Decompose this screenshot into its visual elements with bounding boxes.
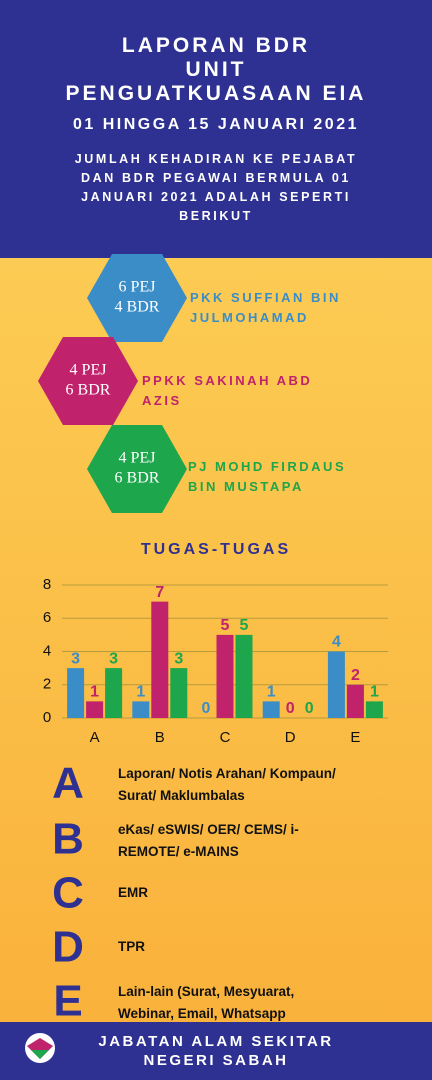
y-tick-label: 6 — [43, 609, 51, 626]
intro: BERIKUT — [179, 209, 253, 223]
header-band — [0, 0, 432, 258]
data-label: 3 — [174, 650, 183, 667]
legend-text: Lain-lain (Surat, Mesyuarat, — [118, 984, 295, 999]
data-label: 1 — [370, 684, 379, 701]
data-label: 5 — [240, 617, 249, 634]
legend-text: Webinar, Email, Whatsapp — [118, 1006, 286, 1021]
data-label: 3 — [109, 650, 118, 667]
legend-letter: A — [52, 759, 84, 808]
title: LAPORAN BDR — [121, 34, 311, 57]
chart-title: TUGAS-TUGAS — [141, 541, 291, 558]
bar — [105, 668, 123, 718]
data-label: 2 — [351, 667, 360, 684]
footer-text: NEGERI SABAH — [143, 1052, 289, 1069]
bar — [365, 701, 383, 718]
bar — [86, 701, 104, 718]
person-name: PJ MOHD FIRDAUS — [188, 459, 347, 474]
data-label: 3 — [71, 650, 80, 667]
bar — [151, 601, 169, 718]
footer-text: JABATAN ALAM SEKITAR — [98, 1033, 334, 1050]
y-tick-label: 8 — [43, 576, 51, 593]
hexagon — [87, 254, 187, 342]
person-name: PKK SUFFIAN BIN — [190, 290, 341, 305]
x-tick-label: B — [155, 729, 165, 746]
bar — [346, 684, 364, 718]
logo — [25, 1033, 55, 1063]
hexagon — [87, 425, 187, 513]
legend-letter: E — [53, 977, 82, 1026]
person-name: AZIS — [142, 393, 182, 408]
hex-label: 4 PEJ — [70, 362, 107, 379]
hex-label: 4 BDR — [115, 299, 160, 316]
data-label: 5 — [221, 617, 230, 634]
hex-label: 6 PEJ — [119, 279, 156, 296]
data-label: 1 — [136, 684, 145, 701]
data-label: 0 — [202, 700, 211, 717]
legend-text: REMOTE/ e-MAINS — [118, 844, 239, 859]
bar — [262, 701, 280, 718]
x-tick-label: A — [90, 729, 100, 746]
x-tick-label: C — [220, 729, 231, 746]
bar — [132, 701, 150, 718]
y-tick-label: 4 — [43, 642, 51, 659]
bar — [216, 634, 234, 718]
title: UNIT — [185, 58, 247, 81]
footer-band — [0, 1022, 432, 1080]
bar — [67, 668, 85, 718]
data-label: 1 — [90, 684, 99, 701]
date: 01 HINGGA 15 JANUARI 2021 — [73, 116, 359, 133]
legend-text: Surat/ Maklumbalas — [118, 788, 245, 803]
legend-text: TPR — [118, 939, 145, 954]
legend-text: eKas/ eSWIS/ OER/ CEMS/ i- — [118, 822, 299, 837]
y-tick-label: 0 — [43, 709, 51, 726]
data-label: 0 — [305, 700, 314, 717]
y-tick-label: 2 — [43, 676, 51, 693]
intro: DAN BDR PEGAWAI BERMULA 01 — [81, 171, 351, 185]
data-label: 7 — [155, 584, 164, 601]
person-name: PPKK SAKINAH ABD — [142, 373, 313, 388]
legend-text: Laporan/ Notis Arahan/ Kompaun/ — [118, 766, 336, 781]
hex-label: 6 BDR — [115, 470, 160, 487]
data-label: 1 — [267, 684, 276, 701]
legend-text: EMR — [118, 885, 148, 900]
legend-letter: B — [52, 815, 84, 864]
legend-letter: D — [52, 923, 84, 972]
bar — [235, 634, 253, 718]
title: PENGUATKUASAAN EIA — [65, 82, 367, 105]
hex-label: 6 BDR — [66, 382, 111, 399]
data-label: 0 — [286, 700, 295, 717]
person-name: JULMOHAMAD — [190, 310, 309, 325]
bar — [327, 651, 345, 718]
bar — [170, 668, 188, 718]
intro: JUMLAH KEHADIRAN KE PEJABAT — [74, 152, 358, 166]
legend-letter: C — [52, 869, 84, 918]
hex-label: 4 PEJ — [119, 450, 156, 467]
data-label: 4 — [332, 634, 341, 651]
person-name: BIN MUSTAPA — [188, 479, 304, 494]
x-tick-label: E — [350, 729, 360, 746]
x-tick-label: D — [285, 729, 296, 746]
hexagon — [38, 337, 138, 425]
intro: JANUARI 2021 ADALAH SEPERTI — [81, 190, 351, 204]
